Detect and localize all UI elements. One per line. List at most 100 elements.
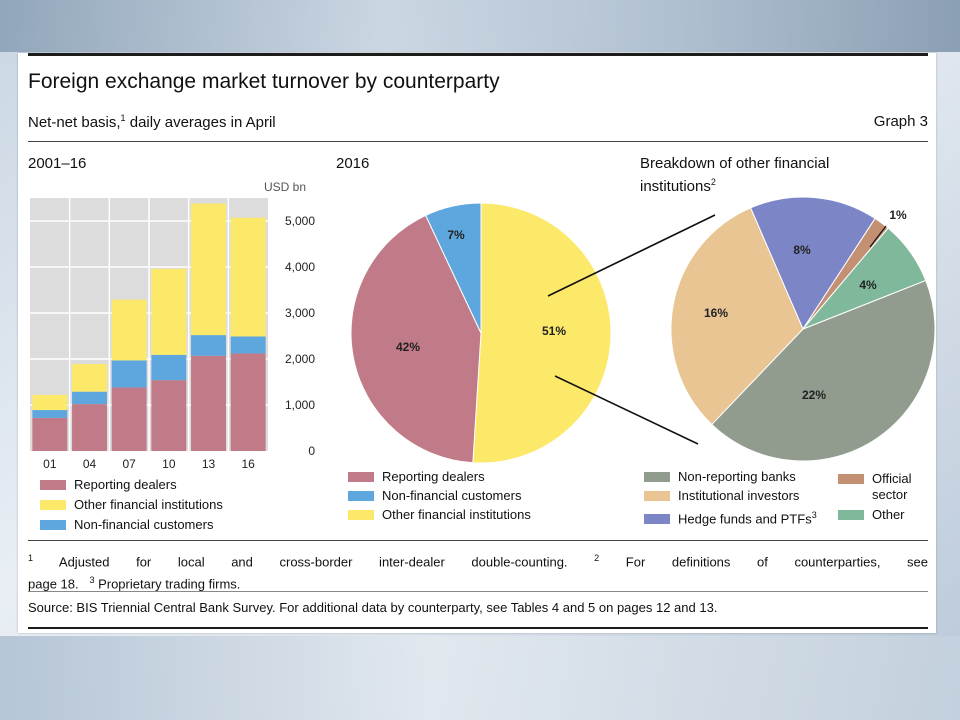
legend-swatch — [644, 490, 670, 501]
bar-segment — [151, 354, 187, 381]
legend-label: Other financial institutions — [382, 507, 531, 522]
legend-swatch — [644, 471, 670, 482]
bar-x-tick-label: 16 — [241, 457, 255, 471]
bottom-rule — [28, 627, 928, 629]
pie-slice-label: 8% — [793, 243, 811, 257]
footnote-3-text: Proprietary trading firms. — [94, 576, 241, 592]
legend-label: Other financial institutions — [74, 497, 223, 512]
footnotes: 1 Adjusted for local and cross-border in… — [28, 549, 928, 594]
bar-segment — [151, 380, 187, 451]
pie-slice — [802, 227, 927, 330]
legend-label: Official — [872, 471, 912, 486]
bar-y-tick-label: 2,000 — [285, 352, 315, 366]
bar-segment — [72, 391, 107, 405]
legend-swatch — [348, 509, 374, 520]
pie-slice — [711, 279, 936, 462]
breakdown-panel-title: Breakdown of other financial institution… — [640, 155, 829, 196]
legend-label: Non-reporting banks — [678, 469, 796, 484]
legend-label: Institutional investors — [678, 488, 800, 503]
legend-footnote-ref: 3 — [811, 510, 817, 520]
bar-segment — [191, 355, 226, 451]
bar-segment — [72, 404, 107, 451]
bar-x-tick-label: 13 — [202, 457, 216, 471]
footnote-2-marker: 2 — [594, 553, 600, 563]
footnote-rule — [28, 540, 928, 541]
bar-y-tick-label: 3,000 — [285, 306, 315, 320]
graph-card: Foreign exchange market turnover by coun… — [18, 53, 936, 633]
bar-segment — [230, 217, 266, 337]
legend-label: Other — [872, 507, 905, 522]
legend-swatch — [838, 509, 864, 520]
legend-item-other-financial: Other financial institutions — [348, 507, 531, 523]
bar-x-tick-label: 10 — [162, 457, 176, 471]
pie-slice — [350, 214, 482, 464]
pie-slice-label: 1% — [889, 208, 907, 222]
bar-segment — [111, 387, 147, 451]
footnote-line-1: 1 Adjusted for local and cross-border in… — [28, 549, 928, 571]
graph-title: Foreign exchange market turnover by coun… — [28, 70, 500, 93]
bar-segment — [72, 364, 107, 392]
connector-line-upper — [547, 214, 716, 297]
bar-segment — [32, 410, 68, 418]
footnote-1-marker: 1 — [28, 553, 34, 563]
pie-slice-label: 51% — [542, 324, 566, 338]
subtitle-rest: daily averages in April — [125, 114, 276, 131]
pie-panel-title: 2016 — [336, 155, 370, 172]
legend-label: Reporting dealers — [382, 469, 485, 484]
header-rule — [28, 141, 928, 142]
bar-y-tick-label: 4,000 — [285, 260, 315, 274]
footnote-1-text: Adjusted for local and cross-border inte… — [33, 554, 595, 570]
footnote-2-page: page 18. — [28, 576, 79, 592]
legend-swatch — [348, 490, 374, 501]
charts-canvas: 0 1,000 2,000 3,000 4,000 5,000 01 04 07 10 13 16 51… — [30, 196, 936, 471]
graph-subtitle: Net-net basis,1 daily averages in April — [28, 113, 276, 131]
pie-slice — [749, 196, 876, 331]
bar-segment — [32, 394, 68, 411]
graph-number: Graph 3 — [873, 113, 928, 130]
legend-swatch — [40, 499, 66, 510]
breakdown-title-line1: Breakdown of other financial — [640, 155, 830, 172]
pie-slice — [472, 202, 612, 464]
legend-label-official-sector-line2: sector — [872, 487, 908, 502]
legend-label: Non-financial customers — [74, 517, 214, 532]
footnote-2-text: For definitions of counterparties, see — [599, 554, 929, 570]
legend-swatch — [40, 479, 66, 490]
legend-label: Hedge funds and PTFs — [678, 511, 812, 527]
connector-line-lower — [554, 375, 699, 445]
legend-swatch — [838, 473, 864, 484]
source-note: Source: BIS Triennial Central Bank Surve… — [28, 600, 718, 615]
top-rule — [28, 53, 928, 56]
bar-panel-title: 2001–16 — [28, 155, 87, 172]
bar-y-tick-label: 5,000 — [285, 214, 315, 228]
bar-x-tick-label: 01 — [43, 457, 57, 471]
bar-segment — [32, 417, 68, 451]
background-banner-top — [0, 0, 960, 52]
pie-slice-label: 16% — [704, 306, 728, 320]
source-rule — [28, 591, 928, 592]
bar-segment — [230, 353, 266, 451]
legend-item-other-financial: Other financial institutions — [40, 497, 223, 513]
pie-slice-label: 22% — [802, 388, 826, 402]
subtitle-text: Net-net basis, — [28, 114, 121, 131]
breakdown-title-line2: institutions — [640, 178, 711, 195]
official-sector-leader-line — [869, 225, 887, 248]
pie-slice — [424, 202, 482, 334]
legend-item-non-financial: Non-financial customers — [348, 488, 521, 504]
bar-x-tick-label: 07 — [122, 457, 136, 471]
bar-unit-label: USD bn — [264, 180, 307, 194]
legend-swatch — [644, 513, 670, 524]
legend-item-other: Other — [838, 507, 905, 523]
bar-segment — [111, 299, 147, 361]
breakdown-title-footnote-ref: 2 — [710, 177, 716, 187]
legend-item-reporting-dealers: Reporting dealers — [40, 477, 177, 493]
pie-slice-label: 7% — [447, 228, 465, 242]
legend-swatch — [40, 519, 66, 530]
legend-item-non-financial: Non-financial customers — [40, 517, 213, 533]
legend-item-hedge-funds: Hedge funds and PTFs3 — [644, 507, 817, 527]
pie-slice-label: 4% — [859, 278, 877, 292]
legend-item-non-reporting-banks: Non-reporting banks — [644, 469, 796, 485]
bar-segment — [151, 268, 187, 355]
subtitle-footnote-ref: 1 — [120, 113, 126, 123]
bar-y-tick-label: 1,000 — [285, 398, 315, 412]
bar-segment — [191, 203, 226, 336]
